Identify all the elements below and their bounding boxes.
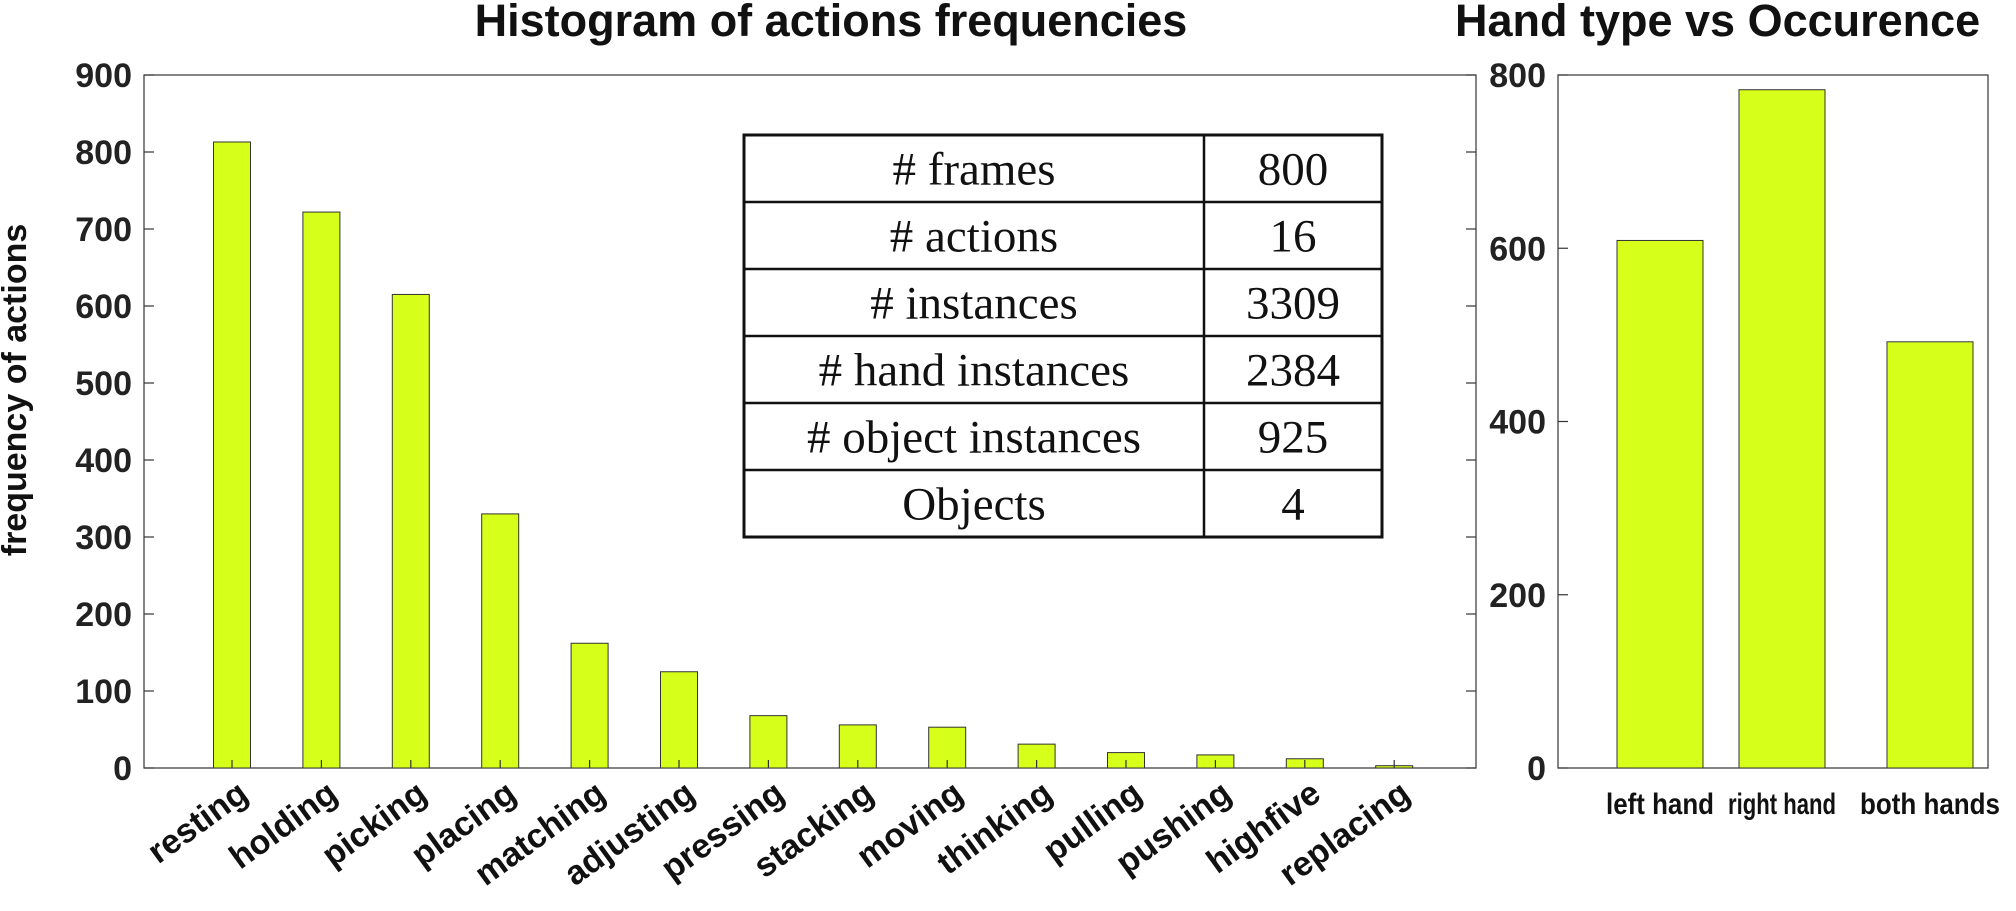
chart1-ytick-label: 200 bbox=[75, 596, 132, 634]
table-row-value: 4 bbox=[1281, 479, 1305, 531]
hand-type-chart: Hand type vs Occurence 0 200 400 600 800 lef… bbox=[1455, 0, 2000, 821]
chart2-ytick-label: 800 bbox=[1489, 57, 1546, 95]
chart1-ytick-label: 600 bbox=[75, 288, 132, 326]
table-row-value: 2384 bbox=[1246, 345, 1340, 397]
chart1-ytick-label: 100 bbox=[75, 673, 132, 711]
table-row-label: # instances bbox=[870, 278, 1078, 330]
chart1-bar-picking bbox=[391, 293, 430, 769]
table-row-label: # frames bbox=[892, 144, 1055, 196]
chart2-ytick-label: 200 bbox=[1489, 577, 1546, 615]
chart2-ytick-label: 400 bbox=[1489, 404, 1546, 442]
table-row-label: # hand instances bbox=[819, 345, 1130, 397]
chart1-axes-box bbox=[143, 74, 1477, 769]
chart1-bar-pressing bbox=[749, 715, 788, 769]
table-row-value: 16 bbox=[1270, 211, 1317, 263]
chart1-ylabel: frequency of actions bbox=[0, 224, 34, 557]
chart1-ytick-label: 500 bbox=[75, 365, 132, 403]
chart2-ytick-label: 0 bbox=[1527, 750, 1546, 788]
chart1-ytick-label: 400 bbox=[75, 442, 132, 480]
table-row-value: 3309 bbox=[1246, 278, 1340, 330]
chart2-xtick-label: left hand bbox=[1606, 788, 1714, 821]
chart2-bar-left-hand bbox=[1616, 239, 1704, 769]
chart1-bar-holding bbox=[302, 211, 341, 769]
chart2-title: Hand type vs Occurence bbox=[1455, 0, 1980, 46]
table-row-label: Objects bbox=[902, 479, 1046, 531]
chart1-ytick-label: 800 bbox=[75, 134, 132, 172]
chart1-ytick-label: 300 bbox=[75, 519, 132, 557]
summary-table: # frames 800 # actions 16 # instances 3309 # h… bbox=[742, 133, 1384, 539]
chart1-title: Histogram of actions frequencies bbox=[475, 0, 1188, 46]
chart1-bar-adjusting bbox=[660, 671, 698, 769]
chart1-ytick-label: 0 bbox=[113, 750, 132, 788]
chart1-bar-resting bbox=[213, 141, 251, 769]
chart1-bar-placing bbox=[481, 513, 520, 769]
chart1-ytick-label: 900 bbox=[75, 57, 132, 95]
chart1-ytick-label: 700 bbox=[75, 211, 132, 249]
chart1-bar-moving bbox=[928, 726, 967, 769]
chart2-ytick-label: 600 bbox=[1489, 230, 1546, 268]
table-row-label: # object instances bbox=[807, 412, 1141, 464]
chart2-xtick-label: both hands bbox=[1860, 788, 2000, 821]
table-row-value: 800 bbox=[1258, 144, 1329, 196]
chart2-bar-right-hand bbox=[1738, 89, 1826, 769]
actions-histogram: Histogram of actions frequencies frequen… bbox=[0, 0, 1477, 893]
table-row-label: # actions bbox=[890, 211, 1058, 263]
chart1-bar-matching bbox=[570, 642, 609, 769]
chart2-bar-both-hands bbox=[1886, 341, 1974, 769]
chart2-xtick-label: right hand bbox=[1728, 788, 1836, 821]
table-row-value: 925 bbox=[1258, 412, 1329, 464]
